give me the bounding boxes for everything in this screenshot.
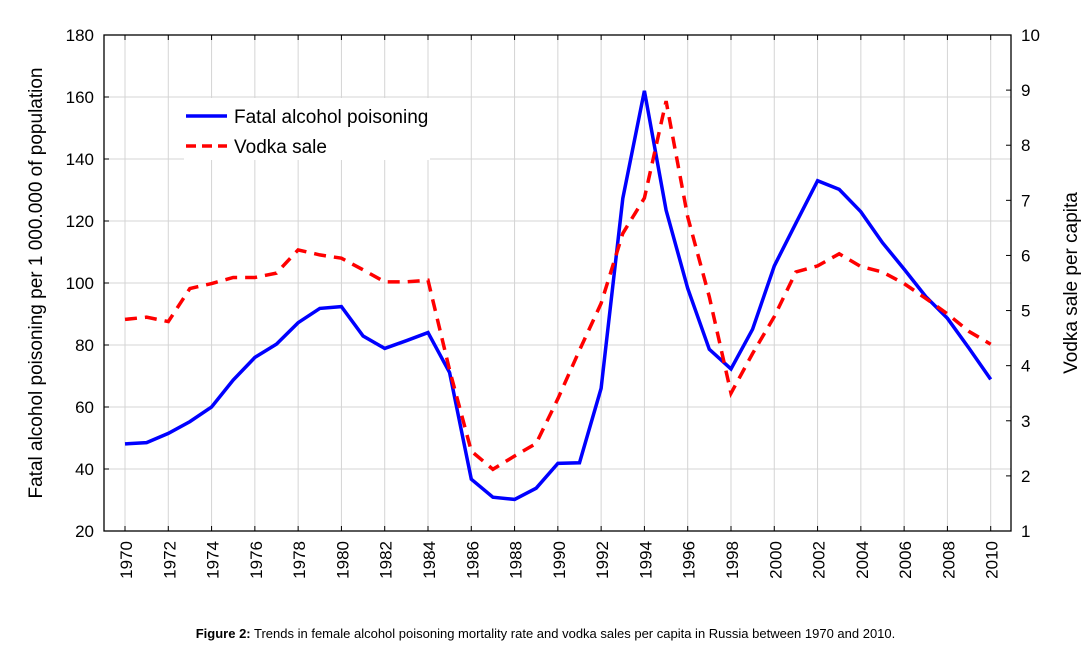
x-tick-label: 1970 bbox=[117, 541, 136, 579]
y-axis-title: Fatal alcohol poisoning per 1 000.000 of… bbox=[26, 68, 47, 499]
caption-label: Figure 2: bbox=[195, 626, 251, 641]
chart: 1970 1972 1974 1976 1978 1980 1982 1984 1986 1988… bbox=[26, 26, 1082, 579]
x-tick-label: 1974 bbox=[204, 541, 223, 579]
x-tick-label: 1986 bbox=[463, 541, 482, 579]
y-tick-label: 160 bbox=[66, 88, 94, 107]
caption-text: Trends in female alcohol poisoning morta… bbox=[250, 626, 896, 641]
y2-tick-label: 9 bbox=[1021, 81, 1030, 100]
x-tick-label: 1996 bbox=[680, 541, 699, 579]
x-tick-label: 1972 bbox=[160, 541, 179, 579]
y-tick-label: 120 bbox=[66, 212, 94, 231]
legend-background bbox=[184, 98, 430, 160]
x-tick-label: 1982 bbox=[377, 541, 396, 579]
y2-tick-label: 5 bbox=[1021, 302, 1030, 321]
y-tick-label: 40 bbox=[75, 460, 94, 479]
x-tick-label: 1978 bbox=[290, 541, 309, 579]
y2-tick-label: 4 bbox=[1021, 357, 1030, 376]
x-tick-label: 2006 bbox=[896, 541, 915, 579]
x-tick-label: 1998 bbox=[723, 541, 742, 579]
y-tick-label: 140 bbox=[66, 150, 94, 169]
y2-tick-label: 10 bbox=[1021, 26, 1040, 45]
x-tick-label: 1976 bbox=[247, 541, 266, 579]
y2-tick-label: 3 bbox=[1021, 412, 1030, 431]
y-axis-tick-labels: 20 40 60 80 100 120 140 160 180 bbox=[66, 26, 94, 541]
y2-tick-label: 2 bbox=[1021, 467, 1030, 486]
x-tick-label: 1984 bbox=[420, 541, 439, 579]
series-layer bbox=[124, 90, 993, 502]
x-tick-label: 2000 bbox=[766, 541, 785, 579]
legend-label-vodka-sale: Vodka sale bbox=[234, 137, 327, 158]
y2-tick-label: 7 bbox=[1021, 191, 1030, 210]
x-tick-label: 2008 bbox=[939, 541, 958, 579]
axis-ticks bbox=[104, 34, 1011, 532]
y-tick-label: 100 bbox=[66, 274, 94, 293]
x-tick-label: 1988 bbox=[507, 541, 526, 579]
y2-tick-label: 8 bbox=[1021, 136, 1030, 155]
x-tick-label: 1994 bbox=[636, 541, 655, 579]
y-tick-label: 180 bbox=[66, 26, 94, 45]
legend: Fatal alcohol poisoning Vodka sale bbox=[186, 107, 428, 158]
x-tick-label: 1980 bbox=[333, 541, 352, 579]
y2-axis-tick-labels: 1 2 3 4 5 6 7 8 9 10 bbox=[1021, 26, 1040, 541]
x-axis-tick-labels: 1970 1972 1974 1976 1978 1980 1982 1984 1986 1988… bbox=[117, 541, 1002, 579]
x-tick-label: 1990 bbox=[550, 541, 569, 579]
figure-caption: Figure 2: Trends in female alcohol poiso… bbox=[0, 626, 1091, 641]
y2-tick-label: 6 bbox=[1021, 246, 1030, 265]
series-line-vodka-sale bbox=[124, 100, 992, 472]
y2-axis-title: Vodka sale per capita bbox=[1061, 192, 1082, 374]
y2-tick-label: 1 bbox=[1021, 522, 1030, 541]
legend-label-fatal-alcohol-poisoning: Fatal alcohol poisoning bbox=[234, 107, 428, 128]
series-line-fatal-alcohol-poisoning bbox=[124, 90, 993, 502]
x-tick-label: 2002 bbox=[810, 541, 829, 579]
y-tick-label: 20 bbox=[75, 522, 94, 541]
y-tick-label: 60 bbox=[75, 398, 94, 417]
x-tick-label: 2004 bbox=[853, 541, 872, 579]
y-tick-label: 80 bbox=[75, 336, 94, 355]
x-tick-label: 1992 bbox=[593, 541, 612, 579]
x-tick-label: 2010 bbox=[983, 541, 1002, 579]
